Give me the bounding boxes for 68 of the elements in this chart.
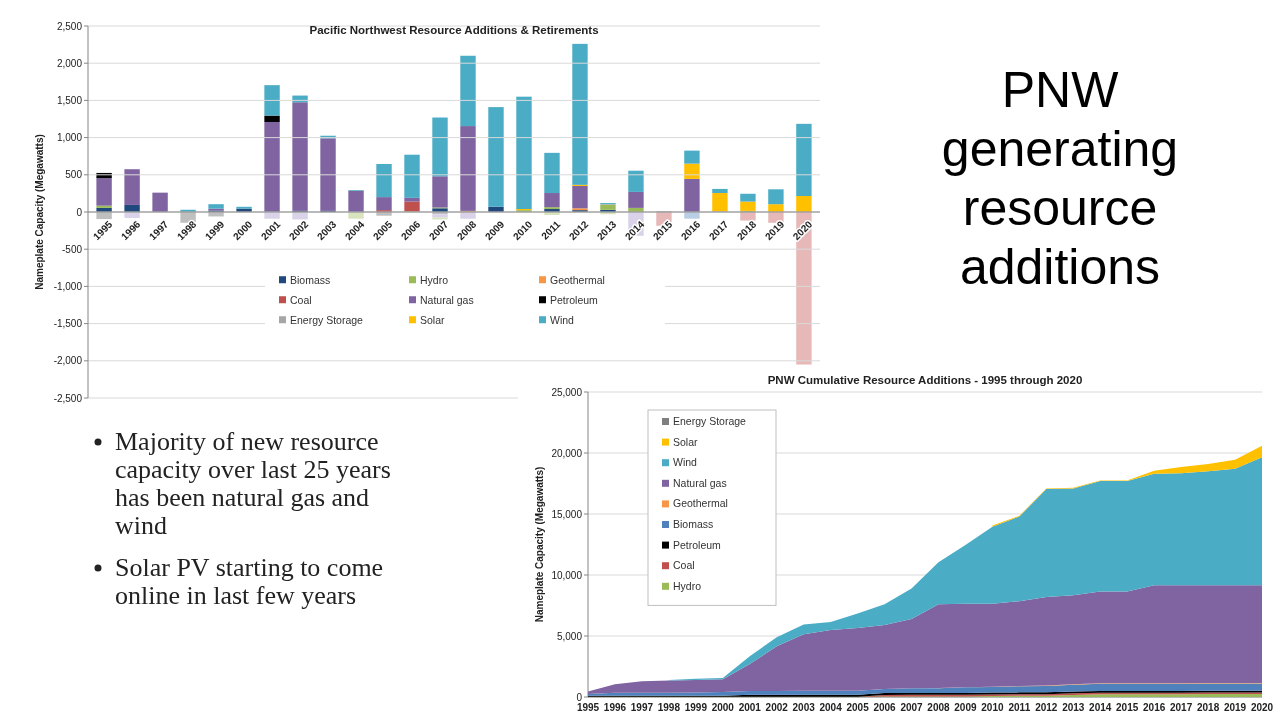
legend-label: Biomass — [673, 518, 714, 530]
legend-label: Hydro — [420, 274, 449, 287]
y-tick-label: -1,000 — [53, 280, 83, 292]
text: Solar PV starting to come online in last few years — [115, 553, 384, 610]
x-tick-label: 2005 — [846, 702, 870, 713]
legend-label: Geothermal — [673, 497, 728, 510]
y-axis-title: Nameplate Capacity (Megawatts) — [34, 134, 45, 290]
x-tick-label: 1998 — [657, 702, 681, 713]
chart-title: PNW Cumulative Resource Additions - 1995 through 2020 — [767, 374, 1083, 386]
y-tick-label: 1,000 — [56, 132, 83, 144]
x-tick-label: 2011 — [1008, 702, 1031, 713]
y-tick-label: -2,000 — [53, 355, 83, 367]
x-tick-label: 2006 — [873, 702, 897, 713]
y-tick-label: 0 — [576, 691, 583, 703]
y-tick-label: 2,000 — [56, 57, 83, 69]
y-tick-label: 10,000 — [551, 569, 583, 581]
y-tick-label: 25,000 — [551, 386, 583, 398]
x-tick-label: 1999 — [684, 702, 708, 713]
y-tick-label: 1,500 — [56, 94, 83, 106]
legend-label: Solar — [673, 435, 699, 448]
legend-label: Energy Storage — [290, 314, 364, 327]
x-tick-label: 2012 — [1035, 702, 1058, 713]
x-tick-label: 2018 — [1196, 702, 1220, 713]
x-tick-label: 1997 — [630, 702, 654, 713]
y-tick-label: 500 — [65, 169, 83, 181]
y-tick-label: 5,000 — [556, 630, 583, 642]
x-tick-label: 1996 — [603, 702, 627, 713]
x-tick-label: 2007 — [900, 702, 924, 713]
legend-label: Petroleum — [550, 294, 599, 307]
x-tick-label: 2016 — [1143, 702, 1166, 713]
y-tick-label: 0 — [76, 206, 83, 218]
x-tick-label: 2014 — [1089, 702, 1112, 713]
legend-label: Solar — [420, 314, 446, 327]
y-axis-title: Nameplate Capacity (Megawatts) — [534, 466, 545, 623]
y-tick-label: 20,000 — [551, 447, 583, 459]
legend-label: Petroleum — [673, 538, 722, 551]
chart-title: Pacific Northwest Resource Additions & Retirements — [309, 24, 599, 36]
y-tick-label: 2,500 — [56, 20, 83, 32]
text: Majority of new resource capacity over last 25 years has been natural gas and wind — [115, 427, 391, 540]
x-tick-label: 2020 — [1250, 702, 1274, 713]
x-tick-label: 2002 — [765, 702, 789, 713]
legend-label: Coal — [673, 559, 695, 572]
x-tick-label: 1995 — [576, 702, 600, 713]
legend-label: Natural gas — [420, 294, 474, 307]
y-tick-label: -1,500 — [53, 318, 83, 330]
legend-label: Energy Storage — [673, 415, 747, 427]
y-tick-label: -2,500 — [53, 392, 83, 404]
legend-label: Natural gas — [673, 476, 727, 489]
x-tick-label: 2009 — [954, 702, 977, 713]
x-tick-label: 2001 — [738, 702, 762, 713]
x-tick-label: 2019 — [1223, 702, 1247, 713]
legend-label: Hydro — [673, 579, 702, 592]
legend-label: Biomass — [290, 274, 331, 287]
x-tick-label: 2004 — [819, 702, 843, 713]
y-tick-label: -500 — [61, 243, 83, 255]
x-tick-label: 2015 — [1116, 702, 1139, 713]
x-tick-label: 2008 — [927, 702, 951, 713]
legend-label: Wind — [673, 456, 698, 469]
x-tick-label: 2000 — [711, 702, 735, 713]
x-tick-label: 2003 — [792, 702, 816, 713]
legend-label: Coal — [290, 294, 312, 307]
x-tick-label: 2013 — [1062, 702, 1085, 713]
x-tick-label: 2010 — [981, 702, 1004, 713]
y-tick-label: 15,000 — [551, 508, 583, 520]
x-tick-label: 2017 — [1169, 702, 1193, 713]
legend-label: Wind — [550, 314, 575, 327]
text: PNW generating resource additions — [941, 62, 1179, 295]
legend-label: Geothermal — [550, 274, 605, 287]
